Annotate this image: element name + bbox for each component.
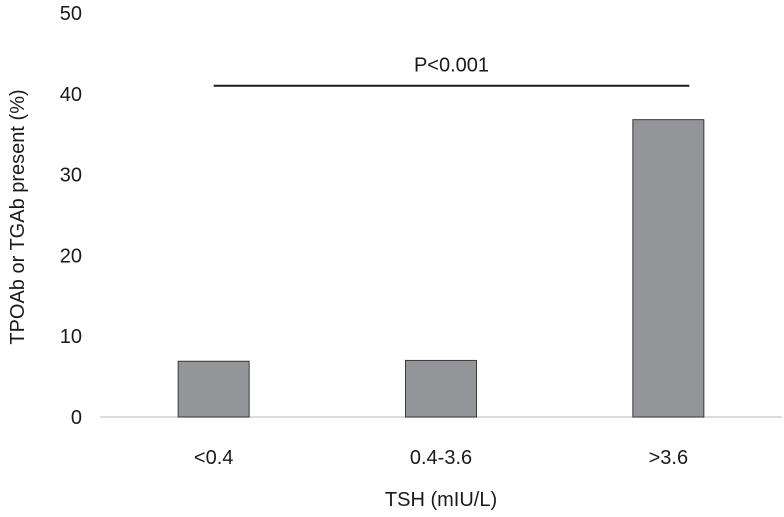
y-tick-label: 0 — [71, 407, 82, 429]
significance-label: P<0.001 — [414, 55, 489, 77]
y-axis-title: TPOAb or TGAb present (%) — [7, 89, 29, 344]
bar — [632, 119, 705, 418]
x-tick-label: >3.6 — [649, 447, 688, 469]
y-axis-ticks: 0 10 20 30 40 50 — [60, 3, 82, 429]
y-tick-label: 30 — [60, 165, 82, 187]
y-tick-label: 50 — [60, 3, 82, 25]
x-tick-label: <0.4 — [194, 447, 233, 469]
y-tick-label: 40 — [60, 84, 82, 106]
x-axis-title: TSH (mIU/L) — [385, 489, 497, 511]
y-tick-label: 20 — [60, 245, 82, 267]
bars — [177, 119, 705, 418]
x-tick-label: 0.4-3.6 — [410, 447, 472, 469]
bar — [177, 360, 250, 418]
y-tick-label: 10 — [60, 326, 82, 348]
x-axis-category-labels: <0.4 0.4-3.6 >3.6 — [194, 447, 688, 469]
bar — [405, 359, 477, 418]
